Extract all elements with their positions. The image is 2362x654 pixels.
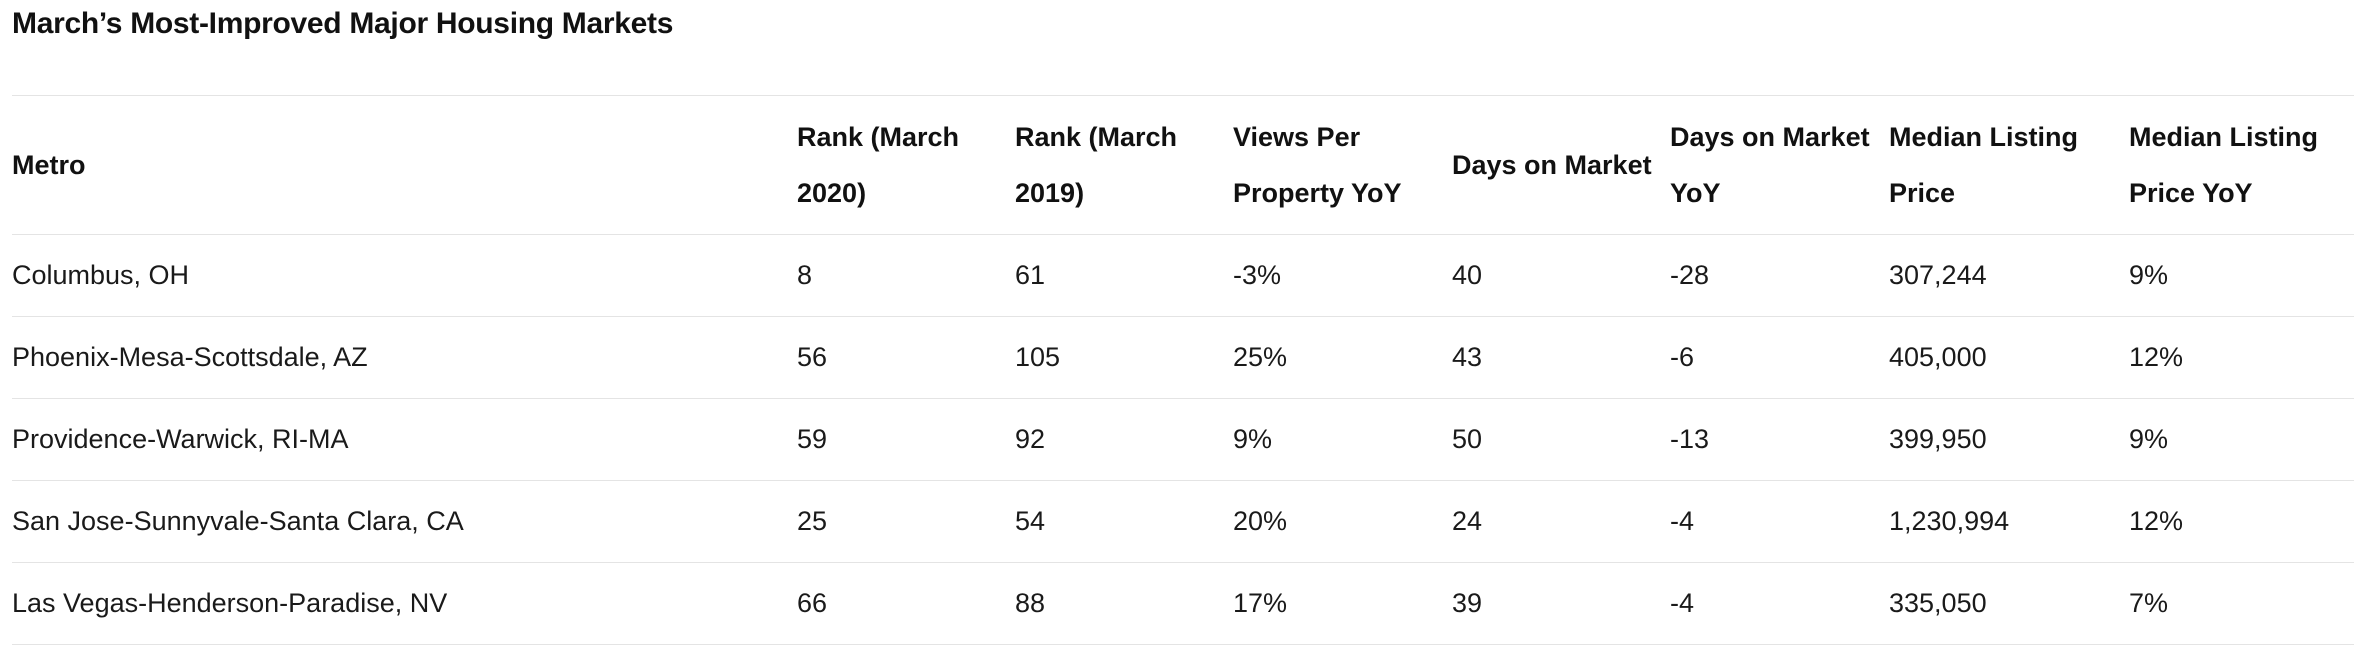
housing-markets-table: Metro Rank (March 2020) Rank (March 2019… xyxy=(12,95,2354,645)
table-row: San Jose-Sunnyvale-Santa Clara, CA 25 54… xyxy=(12,481,2354,563)
cell-rank-2020: 59 xyxy=(797,424,828,454)
cell-median-listing-price: 405,000 xyxy=(1889,342,1987,372)
cell-metro: Columbus, OH xyxy=(12,260,190,290)
cell-days-on-market: 24 xyxy=(1452,506,1483,536)
column-header-median-listing-price-yoy: Median Listing Price YoY xyxy=(2129,122,2318,208)
column-header-days-on-market-yoy: Days on Market YoY xyxy=(1670,122,1870,208)
table-row: Las Vegas-Henderson-Paradise, NV 66 88 1… xyxy=(12,563,2354,645)
table-row: Columbus, OH 8 61 -3% 40 -28 307,244 9% xyxy=(12,235,2354,317)
cell-rank-2020: 25 xyxy=(797,506,828,536)
table-header-row: Metro Rank (March 2020) Rank (March 2019… xyxy=(12,95,2354,235)
cell-days-on-market: 40 xyxy=(1452,260,1483,290)
cell-median-listing-price-yoy: 12% xyxy=(2129,506,2184,536)
cell-days-on-market-yoy: -4 xyxy=(1670,588,1695,618)
cell-views-yoy: -3% xyxy=(1233,260,1282,290)
cell-days-on-market-yoy: -13 xyxy=(1670,424,1710,454)
cell-rank-2019: 105 xyxy=(1015,342,1061,372)
column-header-views-yoy: Views Per Property YoY xyxy=(1233,122,1402,208)
cell-views-yoy: 25% xyxy=(1233,342,1288,372)
column-header-rank-2019: Rank (March 2019) xyxy=(1015,122,1178,208)
cell-median-listing-price: 335,050 xyxy=(1889,588,1987,618)
cell-median-listing-price: 1,230,994 xyxy=(1889,506,2010,536)
cell-median-listing-price-yoy: 7% xyxy=(2129,588,2169,618)
cell-views-yoy: 17% xyxy=(1233,588,1288,618)
cell-metro: Las Vegas-Henderson-Paradise, NV xyxy=(12,588,448,618)
cell-median-listing-price: 307,244 xyxy=(1889,260,1987,290)
cell-rank-2019: 88 xyxy=(1015,588,1046,618)
cell-median-listing-price: 399,950 xyxy=(1889,424,1987,454)
cell-days-on-market-yoy: -6 xyxy=(1670,342,1695,372)
cell-rank-2019: 61 xyxy=(1015,260,1046,290)
cell-median-listing-price-yoy: 9% xyxy=(2129,424,2169,454)
cell-days-on-market: 43 xyxy=(1452,342,1483,372)
cell-metro: San Jose-Sunnyvale-Santa Clara, CA xyxy=(12,506,464,536)
table-row: Phoenix-Mesa-Scottsdale, AZ 56 105 25% 4… xyxy=(12,317,2354,399)
cell-median-listing-price-yoy: 12% xyxy=(2129,342,2184,372)
cell-rank-2020: 66 xyxy=(797,588,828,618)
column-header-metro: Metro xyxy=(12,150,86,180)
cell-rank-2019: 92 xyxy=(1015,424,1046,454)
table-row: Providence-Warwick, RI-MA 59 92 9% 50 -1… xyxy=(12,399,2354,481)
cell-days-on-market-yoy: -28 xyxy=(1670,260,1710,290)
cell-metro: Phoenix-Mesa-Scottsdale, AZ xyxy=(12,342,368,372)
cell-days-on-market: 50 xyxy=(1452,424,1483,454)
cell-days-on-market-yoy: -4 xyxy=(1670,506,1695,536)
cell-metro: Providence-Warwick, RI-MA xyxy=(12,424,349,454)
column-header-median-listing-price: Median Listing Price xyxy=(1889,122,2078,208)
cell-rank-2020: 8 xyxy=(797,260,813,290)
cell-views-yoy: 9% xyxy=(1233,424,1273,454)
cell-rank-2019: 54 xyxy=(1015,506,1046,536)
cell-median-listing-price-yoy: 9% xyxy=(2129,260,2169,290)
cell-views-yoy: 20% xyxy=(1233,506,1288,536)
cell-rank-2020: 56 xyxy=(797,342,828,372)
column-header-days-on-market: Days on Market xyxy=(1452,150,1652,180)
table-title: March’s Most-Improved Major Housing Mark… xyxy=(12,7,674,40)
column-header-rank-2020: Rank (March 2020) xyxy=(797,122,960,208)
cell-days-on-market: 39 xyxy=(1452,588,1483,618)
